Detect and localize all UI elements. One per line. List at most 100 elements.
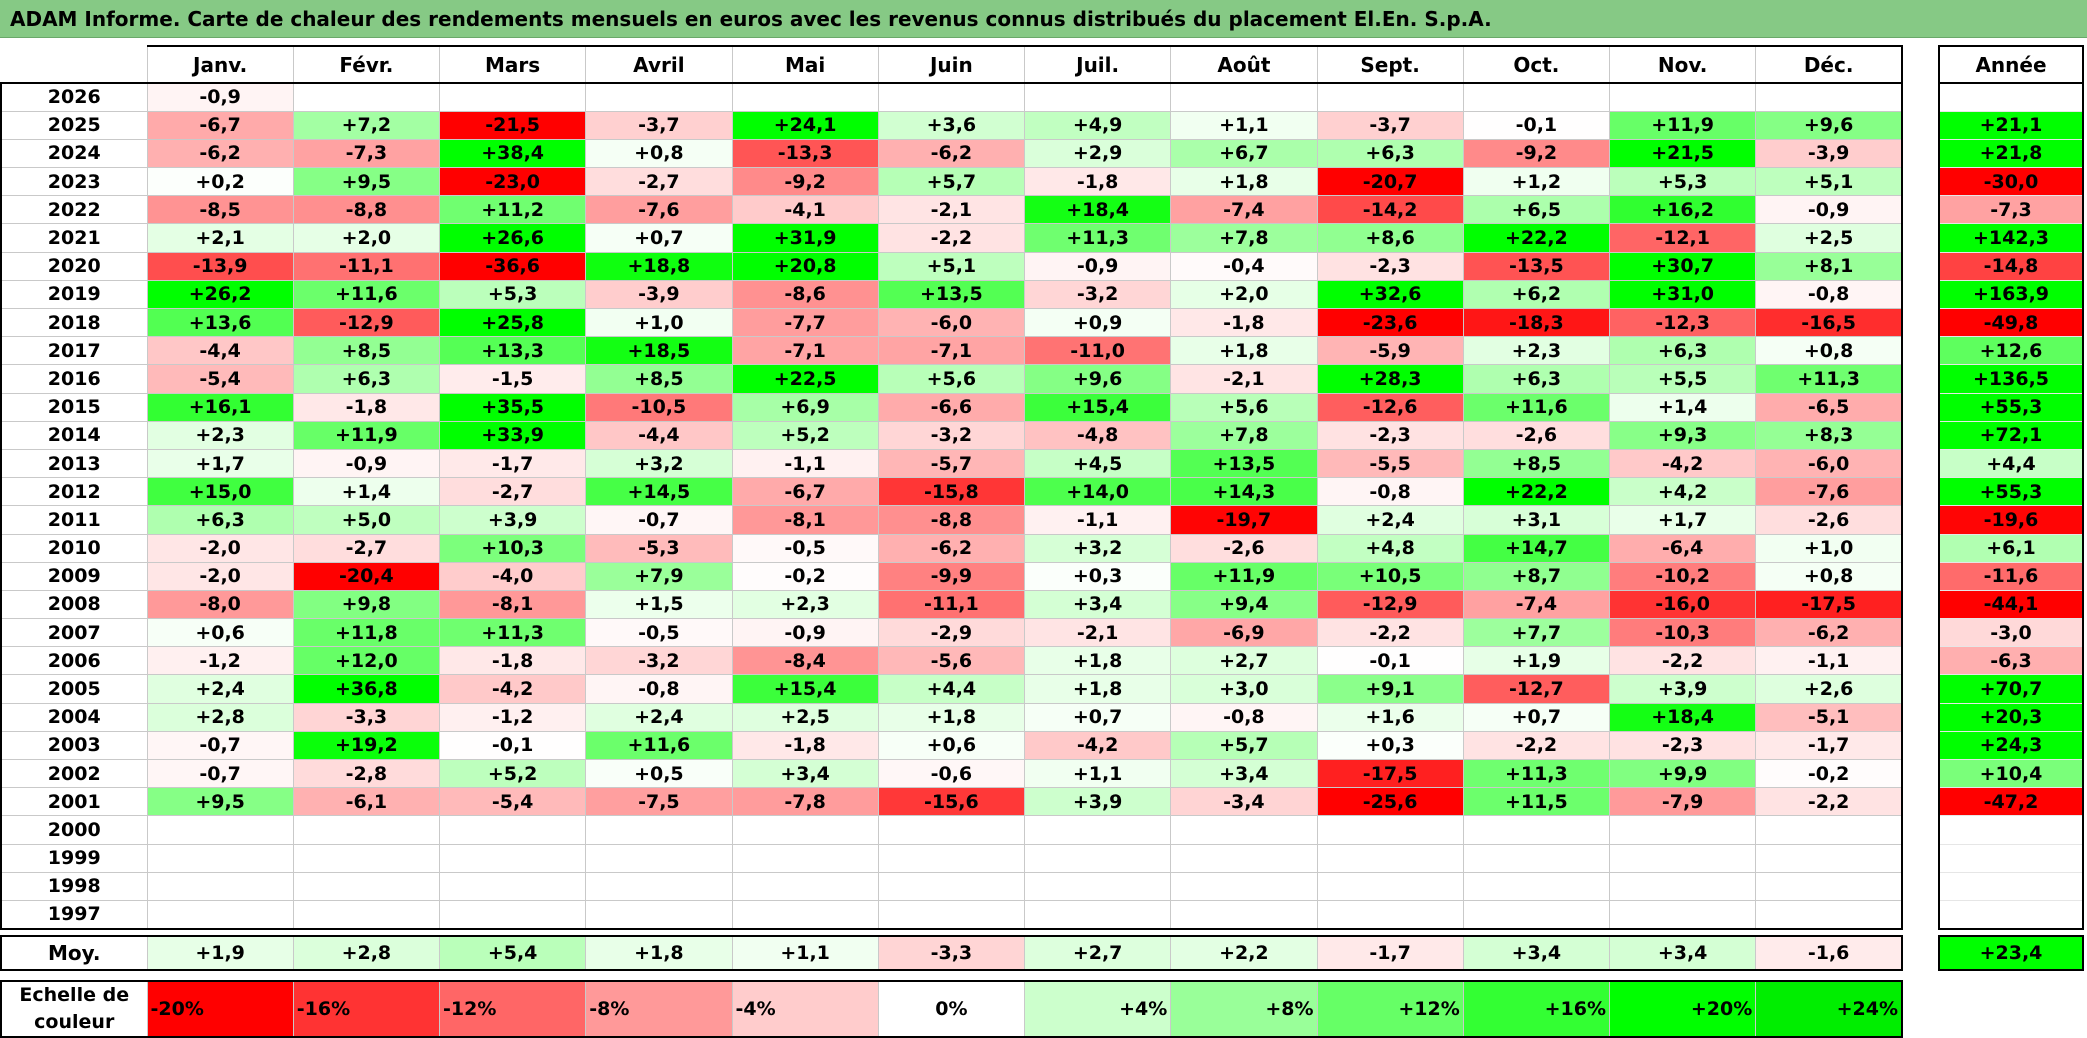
heatmap-cell: -2,3 [1316,421,1464,450]
heatmap-cell: -1,2 [146,646,294,676]
heatmap-cell [585,815,732,845]
color-scale-row: Echelle de couleur -20% -16% -12% -8% -4% 0% +4… [0,980,1904,1038]
annual-cell: +163,9 [1938,280,2084,310]
heatmap-cell: +22,2 [1462,477,1610,507]
heatmap-cell [1608,83,1756,112]
heatmap-cell [1755,900,1904,930]
annual-cell: -7,3 [1938,195,2084,225]
heatmap-cell: +7,7 [1462,618,1610,648]
heatmap-row: 2012 +15,0 +1,4 -2,7 +14,5 -6,7 -15,8 +14,0 +14,… [0,477,1904,507]
heatmap-cell: +14,5 [585,477,732,507]
heatmap-cell: +5,3 [1608,167,1756,197]
heatmap-cell: +36,8 [292,674,440,704]
year-label: 2004 [0,703,147,732]
heatmap-cell: +8,3 [1755,421,1904,450]
annual-cell: +21,1 [1938,111,2084,140]
heatmap-cell: -10,5 [585,393,732,422]
heatmap-cell: +4,5 [1023,449,1171,479]
heatmap-cell: -12,9 [292,308,440,338]
heatmap-cell [438,844,586,873]
annual-cell: -6,3 [1938,646,2084,676]
month-header: Déc. [1755,45,1904,84]
month-header: Août [1170,45,1317,84]
heatmap-cell: +11,9 [292,421,440,450]
heatmap-cell: +25,8 [438,308,586,338]
heatmap-cell: -8,0 [146,590,294,620]
heatmap-body: Janv. Févr. Mars Avril Mai Juin Juil. Août Sept.… [0,45,1904,930]
heatmap-cell: -7,9 [1608,787,1756,817]
heatmap-cell: +1,1 [1023,759,1171,789]
heatmap-cell: +6,2 [1462,280,1610,310]
heatmap-cell: -1,7 [438,449,586,479]
heatmap-cell [1755,83,1904,112]
heatmap-cell: -7,4 [1462,590,1610,620]
month-header: Févr. [292,45,440,84]
heatmap-cell: +4,2 [1608,477,1756,507]
heatmap-cell: +24,1 [731,111,879,140]
annual-row: -6,3 [1938,646,2084,676]
heatmap-cell: -8,4 [731,646,879,676]
heatmap-cell: +32,6 [1316,280,1464,310]
heatmap-cell: +1,0 [1755,534,1904,563]
heatmap-cell: +1,5 [585,590,732,620]
heatmap-cell: +9,3 [1608,421,1756,450]
annual-row: -44,1 [1938,590,2084,620]
heatmap-cell: -7,1 [877,336,1025,366]
heatmap-row: 2008 -8,0 +9,8 -8,1 +1,5 +2,3 -11,1 +3,4 +9,4 -12… [0,590,1904,620]
annual-cell: -3,0 [1938,618,2084,648]
heatmap-cell: -2,1 [1170,364,1317,394]
annual-row [1938,844,2084,873]
corner-cell [1,46,147,84]
heatmap-cell: -0,9 [731,618,879,648]
heatmap-cell: +11,3 [1462,759,1610,789]
heatmap-cell [731,900,879,930]
heatmap-cell: +30,7 [1608,252,1756,281]
heatmap-cell: -4,4 [585,421,732,450]
color-scale-swatch: -16% [292,980,440,1038]
color-scale-swatch: +4% [1023,980,1171,1038]
heatmap-cell [292,83,440,112]
annual-cell: +55,3 [1938,393,2084,422]
month-header: Janv. [146,45,294,84]
heatmap-cell: -10,3 [1608,618,1756,648]
year-label: 2002 [0,759,147,789]
heatmap-cell: -6,0 [877,308,1025,338]
heatmap-cell: +16,2 [1608,195,1756,225]
heatmap-cell: -5,1 [1755,703,1904,732]
year-label: 2010 [0,534,147,563]
heatmap-cell [1608,900,1756,930]
heatmap-cell: +26,6 [438,223,586,253]
heatmap-cell: -20,4 [292,562,440,591]
year-label: 2001 [0,787,147,817]
heatmap-cell: -3,2 [585,646,732,676]
heatmap-row: 1999 [0,844,1904,873]
heatmap-cell [146,815,294,845]
heatmap-cell: -6,6 [877,393,1025,422]
annual-row: -3,0 [1938,618,2084,648]
heatmap-cell: +11,2 [438,195,586,225]
heatmap-cell: +2,5 [731,703,879,732]
annual-header: Année [1938,45,2084,84]
annual-row: -49,8 [1938,308,2084,338]
heatmap-cell [1608,815,1756,845]
heatmap-cell [1170,83,1317,112]
heatmap-cell: +5,1 [1755,167,1904,197]
heatmap-cell: -12,6 [1316,393,1464,422]
heatmap-cell [292,872,440,901]
average-cell: +5,4 [438,935,586,971]
heatmap-cell: +10,5 [1316,562,1464,591]
heatmap-cell: +2,0 [1170,280,1317,310]
heatmap-cell: +15,0 [146,477,294,507]
heatmap-cell: -1,8 [1170,308,1317,338]
heatmap-cell: +5,7 [1170,731,1317,761]
heatmap-cell: +8,5 [1462,449,1610,479]
heatmap-cell: -3,7 [1316,111,1464,140]
heatmap-cell: +11,3 [1023,223,1171,253]
heatmap-cell: +11,9 [1170,562,1317,591]
heatmap-row: 2016 -5,4 +6,3 -1,5 +8,5 +22,5 +5,6 +9,6 -2,1 +28… [0,364,1904,394]
annual-cell [1938,815,2084,845]
heatmap-cell: +16,1 [146,393,294,422]
heatmap-cell: +1,0 [585,308,732,338]
heatmap-cell: +3,4 [1170,759,1317,789]
heatmap-cell [877,872,1025,901]
